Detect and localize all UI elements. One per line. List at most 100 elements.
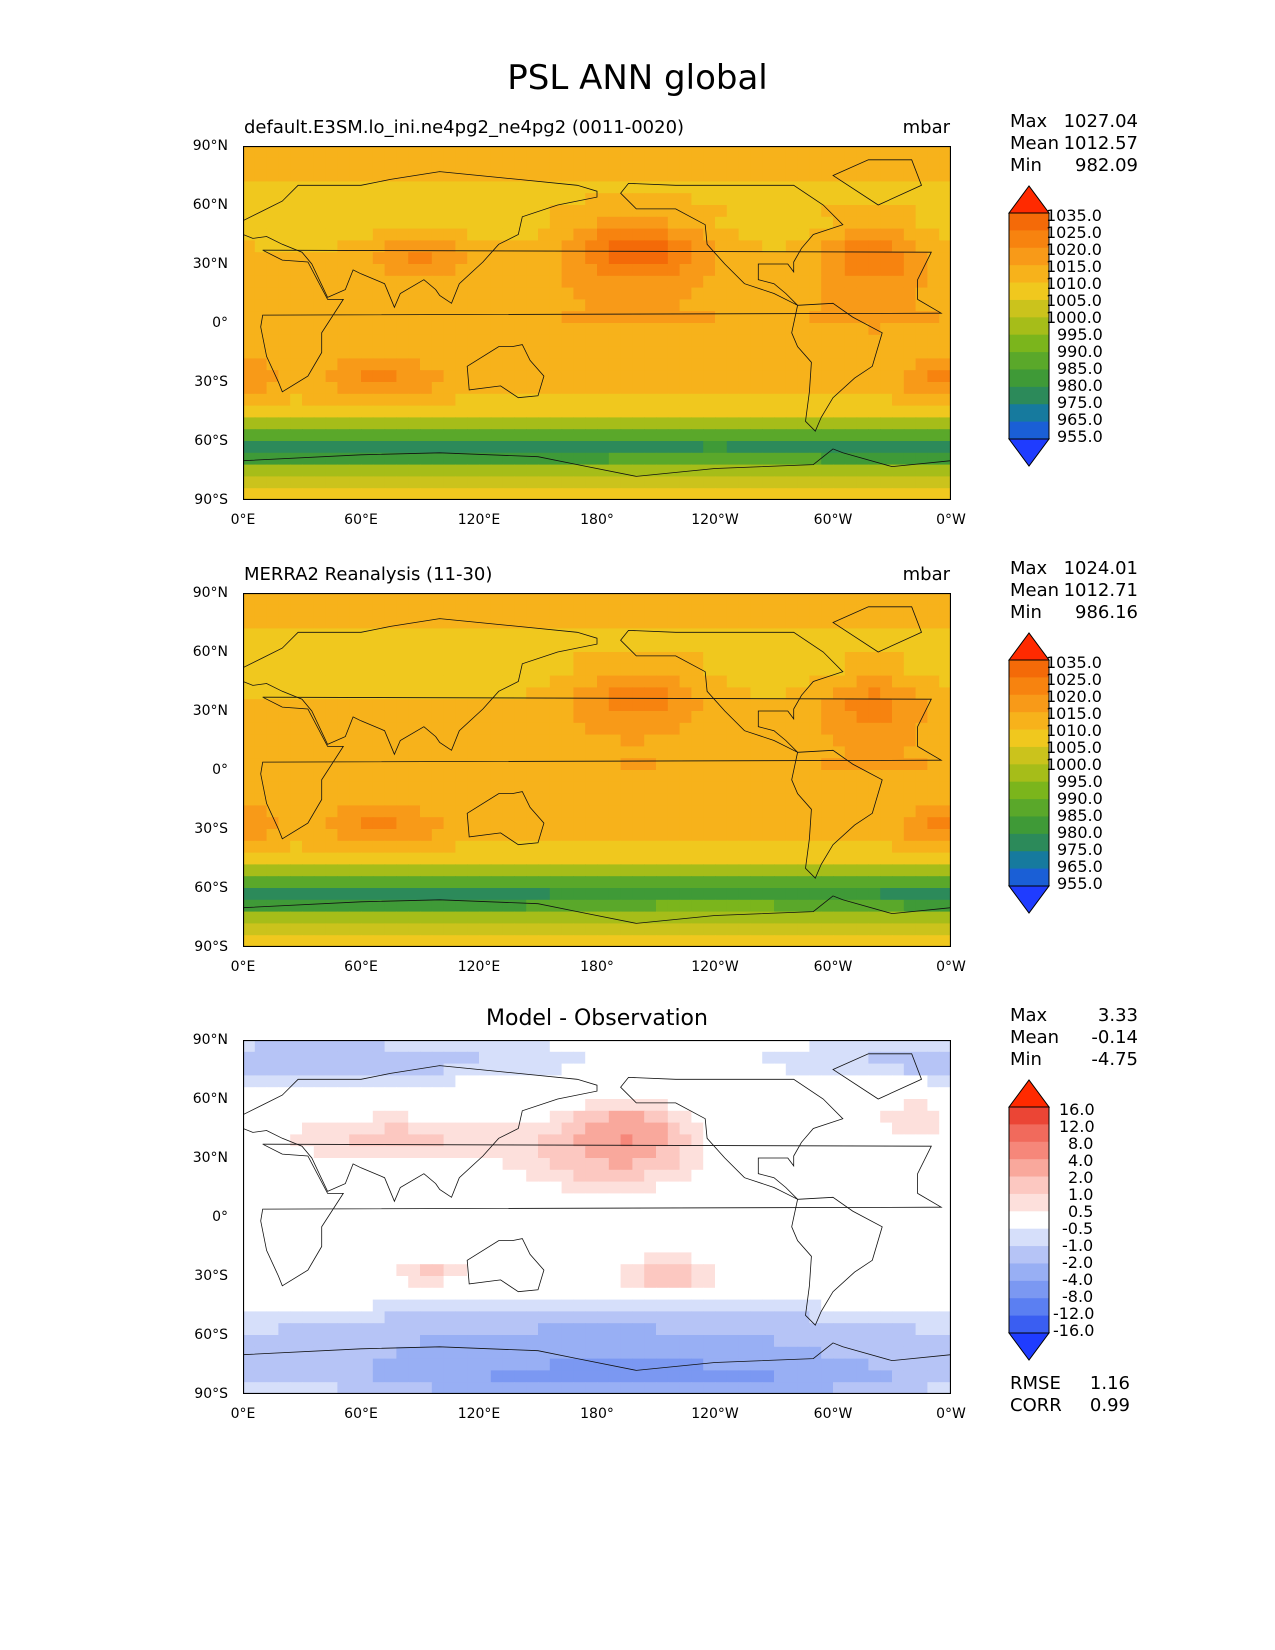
field-cell — [632, 876, 645, 889]
field-cell — [549, 911, 563, 924]
field-cell — [715, 1181, 728, 1194]
field-cell — [443, 1040, 456, 1053]
field-cell — [243, 864, 256, 877]
field-cell — [927, 417, 940, 430]
field-cell — [762, 252, 775, 265]
field-cell — [738, 464, 751, 477]
field-cell — [384, 323, 397, 336]
field-cell — [431, 1276, 445, 1289]
field-cell — [573, 1063, 586, 1076]
field-cell — [431, 370, 445, 383]
field-cell — [490, 405, 504, 418]
field-cell — [726, 405, 740, 418]
field-cell — [679, 476, 692, 489]
field-cell — [313, 805, 327, 818]
field-cell — [703, 1169, 716, 1183]
field-cell — [431, 628, 445, 641]
field-cell — [431, 864, 445, 877]
field-cell — [726, 181, 740, 194]
field-cell — [691, 652, 704, 665]
field-cell — [927, 923, 940, 936]
field-cell — [750, 781, 763, 795]
field-cell — [408, 864, 421, 877]
field-cell — [302, 734, 315, 747]
field-cell — [738, 888, 751, 901]
field-cell — [667, 888, 681, 901]
field-cell — [703, 405, 716, 418]
panel-1-stats: Max 1027.04 Mean 1012.57 Min 982.09 — [1010, 111, 1138, 177]
field-cell — [620, 746, 633, 759]
field-cell — [325, 663, 338, 677]
field-cell — [868, 829, 881, 842]
field-cell — [431, 1075, 445, 1088]
field-cell — [762, 441, 775, 454]
field-cell — [573, 711, 586, 724]
field-cell — [384, 275, 397, 289]
field-cell — [254, 264, 268, 277]
field-cell — [762, 240, 775, 253]
field-cell — [797, 1169, 810, 1183]
field-cell — [903, 1146, 917, 1159]
field-cell — [384, 675, 397, 688]
field-cell — [585, 722, 598, 736]
field-cell — [502, 1051, 515, 1065]
field-cell — [915, 840, 928, 854]
field-cell — [833, 382, 846, 395]
field-cell — [797, 1158, 810, 1171]
field-cell — [726, 1134, 740, 1147]
field-cell — [573, 628, 586, 641]
field-cell — [479, 746, 492, 759]
field-cell — [785, 1040, 799, 1053]
field-cell — [939, 911, 951, 924]
field-cell — [431, 323, 445, 336]
field-cell — [573, 323, 586, 336]
field-cell — [715, 452, 728, 466]
field-cell — [774, 899, 787, 913]
field-cell — [797, 476, 810, 489]
field-cell — [715, 1217, 728, 1230]
field-cell — [514, 252, 527, 265]
field-cell — [266, 476, 279, 489]
field-cell — [608, 181, 622, 194]
field-cell — [939, 1158, 951, 1171]
field-cell — [538, 1051, 551, 1065]
field-cell — [585, 1264, 598, 1277]
field-cell — [349, 228, 362, 241]
field-cell — [797, 888, 810, 901]
field-cell — [703, 1252, 716, 1265]
field-cell — [785, 441, 799, 454]
field-cell — [703, 923, 716, 936]
field-cell — [644, 876, 657, 889]
field-cell — [679, 1252, 692, 1265]
field-cell — [372, 817, 386, 830]
field-cell — [455, 157, 468, 171]
field-cell — [644, 640, 657, 653]
field-cell — [809, 805, 822, 818]
field-cell — [750, 157, 763, 171]
field-cell — [939, 1169, 951, 1183]
field-cell — [313, 382, 327, 395]
field-cell — [903, 264, 917, 277]
field-cell — [443, 370, 456, 383]
field-cell — [797, 405, 810, 418]
field-cell — [526, 1276, 539, 1289]
field-cell — [868, 852, 881, 865]
field-cell — [266, 275, 279, 289]
field-cell — [349, 829, 362, 842]
field-cell — [856, 240, 869, 253]
field-cell — [632, 299, 645, 312]
field-cell — [656, 1122, 669, 1135]
coastline-north-america — [620, 629, 844, 753]
field-cell — [526, 781, 539, 795]
field-cell — [632, 1075, 645, 1088]
field-cell — [691, 1276, 704, 1289]
field-cell — [538, 734, 551, 747]
field-cell — [372, 746, 386, 759]
field-cell — [691, 346, 704, 359]
field-cell — [443, 593, 456, 606]
field-cell — [254, 1228, 268, 1242]
field-cell — [243, 311, 256, 324]
field-cell — [726, 1110, 740, 1124]
field-cell — [903, 464, 917, 477]
field-cell — [868, 876, 881, 889]
